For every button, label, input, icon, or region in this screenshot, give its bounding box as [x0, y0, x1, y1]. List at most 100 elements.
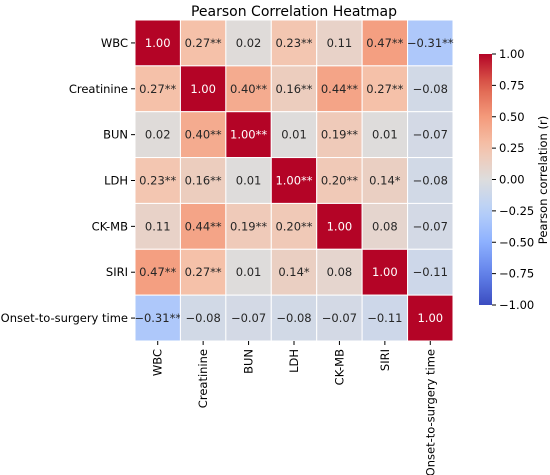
heatmap-cell — [270, 294, 318, 342]
heatmap-cell — [316, 294, 363, 342]
cell-annotation: 0.19** — [321, 128, 358, 142]
heatmap-cell — [225, 111, 272, 159]
row-label: CK-MB — [92, 219, 128, 233]
heatmap-cell — [179, 19, 227, 67]
cell-annotation: −0.07 — [413, 128, 448, 142]
cell-annotation: 0.08 — [327, 265, 353, 279]
colorbar-gradient — [479, 54, 492, 305]
colorbar-tick-label: −0.75 — [499, 267, 534, 281]
cell-annotation: −0.11 — [413, 265, 448, 279]
column-label: Creatinine — [196, 349, 210, 408]
cell-annotation: 0.47** — [366, 36, 403, 50]
row-labels: WBC Creatinine BUN LDH CK-MB SIRI Onset-to-sur… — [1, 36, 135, 325]
column-label: LDH — [287, 349, 301, 373]
heatmap-cell — [407, 294, 454, 342]
heatmap-cell — [361, 294, 409, 342]
cell-annotation: 0.23** — [139, 174, 176, 188]
heatmap-cell — [134, 202, 181, 250]
cell-annotation: −0.07 — [413, 219, 448, 233]
colorbar-ticks: 1.00 0.75 0.50 0.25 0.00 −0.25 −0.50 −0.75 −1.00 — [492, 47, 534, 312]
column-label: BUN — [242, 349, 256, 374]
row-label: Onset-to-surgery time — [1, 311, 128, 325]
cell-annotation: −0.31** — [134, 311, 181, 325]
cell-annotation: −0.11 — [367, 311, 402, 325]
cell-annotation: −0.08 — [413, 174, 448, 188]
cell-annotation: 1.00** — [275, 174, 312, 188]
heatmap-cell — [179, 111, 227, 159]
heatmap-cell — [361, 19, 409, 67]
row-label: SIRI — [106, 265, 128, 279]
cell-annotation: 0.01 — [281, 128, 307, 142]
cell-annotation: 1.00 — [372, 265, 398, 279]
column-label: CK-MB — [332, 349, 346, 385]
cell-annotation: 0.08 — [372, 219, 398, 233]
cell-annotation: −0.07 — [231, 311, 266, 325]
column-label: SIRI — [378, 349, 392, 371]
colorbar-tick-label: 0.50 — [499, 110, 525, 124]
heatmap-cell — [407, 248, 454, 296]
chart-title: Pearson Correlation Heatmap — [191, 4, 397, 20]
cell-annotation: 0.27** — [139, 82, 176, 96]
heatmap-cell — [407, 111, 454, 159]
heatmap-cell — [179, 157, 227, 204]
cell-annotation: 0.20** — [275, 219, 312, 233]
colorbar-label: Pearson correlation (r) — [536, 116, 550, 244]
cell-annotation: −0.08 — [186, 311, 221, 325]
cell-annotation: 0.11 — [145, 219, 171, 233]
heatmap-cell — [134, 294, 181, 342]
colorbar-tick-label: 1.00 — [499, 47, 525, 61]
cell-annotation: 0.16** — [185, 174, 222, 188]
colorbar-tick-label: −1.00 — [499, 298, 534, 312]
cell-annotation: 1.00 — [190, 82, 216, 96]
cell-annotation: 0.20** — [321, 174, 358, 188]
heatmap-cell — [316, 248, 363, 296]
row-label: LDH — [104, 174, 128, 188]
cell-annotation: 0.02 — [236, 36, 262, 50]
heatmap-cell — [134, 248, 181, 296]
heatmap-cell — [407, 157, 454, 204]
colorbar-tick-label: 0.25 — [499, 141, 525, 155]
cell-annotation: 0.01 — [236, 174, 262, 188]
cell-annotation: 0.44** — [321, 82, 358, 96]
cell-annotation: 0.40** — [230, 82, 267, 96]
cell-annotation: 0.40** — [185, 128, 222, 142]
heatmap-cell — [407, 65, 454, 113]
column-label: WBC — [151, 349, 165, 376]
heatmap-cell — [316, 111, 363, 159]
heatmap-cell — [225, 65, 272, 113]
cell-annotation: 0.14* — [278, 265, 310, 279]
cell-annotation: 0.01 — [236, 265, 262, 279]
cell-annotation: 0.16** — [275, 82, 312, 96]
cell-annotation: 1.00 — [417, 311, 443, 325]
row-label: Creatinine — [69, 82, 128, 96]
cell-annotation: 1.00 — [327, 219, 353, 233]
cell-annotation: 0.27** — [185, 36, 222, 50]
cell-annotation: −0.31** — [407, 36, 454, 50]
colorbar-tick-label: −0.25 — [499, 204, 534, 218]
heatmap-cell — [361, 111, 409, 159]
cell-annotation: 0.44** — [185, 219, 222, 233]
cell-annotation: 0.27** — [185, 265, 222, 279]
cell-annotation: 0.47** — [139, 265, 176, 279]
heatmap-cell — [225, 294, 272, 342]
cell-annotation: 1.00 — [145, 36, 171, 50]
cell-annotation: −0.08 — [413, 82, 448, 96]
colorbar-tick-label: −0.50 — [499, 235, 534, 249]
heatmap-cell — [134, 19, 181, 67]
row-label: BUN — [103, 128, 128, 142]
cell-annotation: −0.08 — [276, 311, 311, 325]
heatmap-cell — [361, 157, 409, 204]
colorbar: 1.00 0.75 0.50 0.25 0.00 −0.25 −0.50 −0.75 −1.00… — [479, 47, 550, 312]
colorbar-tick-label: 0.00 — [499, 173, 525, 187]
cell-annotation: 0.27** — [366, 82, 403, 96]
column-label: Onset-to-surgery time — [423, 349, 437, 475]
heatmap-cell — [270, 248, 318, 296]
heatmap-cell — [134, 157, 181, 204]
cell-annotation: 0.19** — [230, 219, 267, 233]
cell-annotation: 0.23** — [275, 36, 312, 50]
heatmap-cell — [270, 111, 318, 159]
heatmap-cell — [316, 65, 363, 113]
cell-annotation: 0.01 — [372, 128, 398, 142]
row-label: WBC — [101, 36, 128, 50]
